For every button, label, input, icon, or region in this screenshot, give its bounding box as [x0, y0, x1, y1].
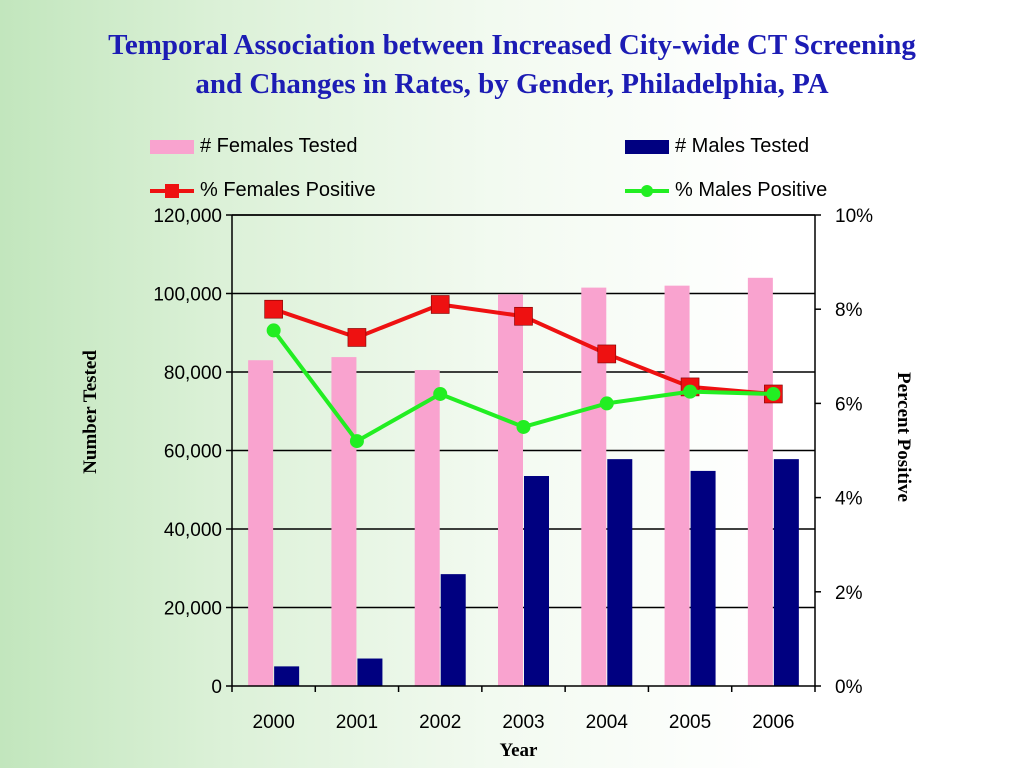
left-axis-tick-label: 20,000: [164, 599, 222, 620]
left-axis-tick-label: 40,000: [164, 520, 222, 541]
right-axis-title: Percent Positive: [893, 372, 914, 502]
x-axis-tick-label: 2002: [419, 712, 461, 733]
left-axis-tick-label: 60,000: [164, 442, 222, 463]
legend-swatch-males-tested: [625, 139, 669, 154]
right-axis-tick-label: 2%: [835, 583, 863, 604]
males-positive-point: [433, 386, 448, 401]
right-axis-tick-label: 8%: [835, 300, 863, 321]
bar-males-tested: [274, 666, 300, 686]
males-positive-point: [266, 323, 281, 338]
bar-females-tested: [747, 277, 773, 686]
left-axis-title: Number Tested: [80, 350, 101, 474]
bar-males-tested: [690, 470, 716, 686]
x-axis-tick-label: 2000: [253, 712, 295, 733]
legend-females-tested: # Females Tested: [150, 135, 358, 158]
x-axis-title: Year: [500, 740, 539, 761]
females-positive-point: [347, 328, 367, 347]
x-axis-tick-label: 2006: [752, 712, 794, 733]
bar-females-tested: [414, 370, 440, 686]
left-axis-tick-label: 0: [211, 677, 222, 698]
legend-label-females-tested: # Females Tested: [200, 135, 358, 157]
females-positive-point: [597, 344, 617, 364]
bar-males-tested: [440, 574, 466, 686]
bar-males-tested: [357, 658, 383, 686]
males-positive-point: [516, 419, 531, 434]
males-positive-point: [683, 384, 698, 399]
left-axis-tick-label: 80,000: [164, 363, 222, 384]
right-axis-tick-label: 0%: [835, 677, 863, 698]
bar-females-tested: [331, 357, 357, 686]
legend-males-tested: # Males Tested: [625, 135, 809, 158]
x-axis-tick-label: 2005: [669, 712, 711, 733]
bar-males-tested: [607, 459, 633, 686]
legend-swatch-females-tested: [150, 139, 194, 154]
left-axis-tick-label: 100,000: [153, 285, 222, 306]
bar-females-tested: [248, 360, 274, 686]
bar-females-tested: [664, 285, 690, 686]
legend-label-males-tested: # Males Tested: [675, 135, 810, 157]
bar-males-tested: [524, 476, 549, 686]
females-positive-point: [514, 306, 533, 326]
x-axis-tick-label: 2003: [502, 712, 544, 733]
chart-title-line-1: Temporal Association between Increased C…: [108, 29, 916, 61]
x-axis-tick-label: 2001: [336, 712, 378, 733]
legend-label-females-positive: % Females Positive: [200, 179, 376, 201]
x-axis-tick-label: 2004: [586, 712, 629, 733]
right-axis-tick-label: 10%: [835, 206, 873, 227]
right-axis-tick-label: 4%: [835, 489, 863, 510]
bar-females-tested: [498, 294, 523, 686]
left-axis-tick-label: 120,000: [153, 206, 222, 227]
males-positive-point: [599, 396, 614, 411]
bar-males-tested: [773, 459, 799, 686]
females-positive-point: [264, 299, 283, 319]
legend-marker-females-positive: [150, 181, 194, 201]
legend-marker-males-positive: [625, 181, 669, 201]
males-positive-point: [349, 434, 364, 449]
right-axis-tick-label: 6%: [835, 394, 863, 415]
males-positive-point: [766, 386, 781, 401]
legend-males-positive: % Males Positive: [625, 179, 827, 202]
legend-females-positive: % Females Positive: [150, 179, 376, 202]
females-positive-point: [430, 295, 450, 314]
chart-title-line-2: and Changes in Rates, by Gender, Philade…: [195, 68, 829, 100]
chart-title: Temporal Association between Increased C…: [0, 26, 1024, 104]
legend-label-males-positive: % Males Positive: [675, 179, 828, 201]
